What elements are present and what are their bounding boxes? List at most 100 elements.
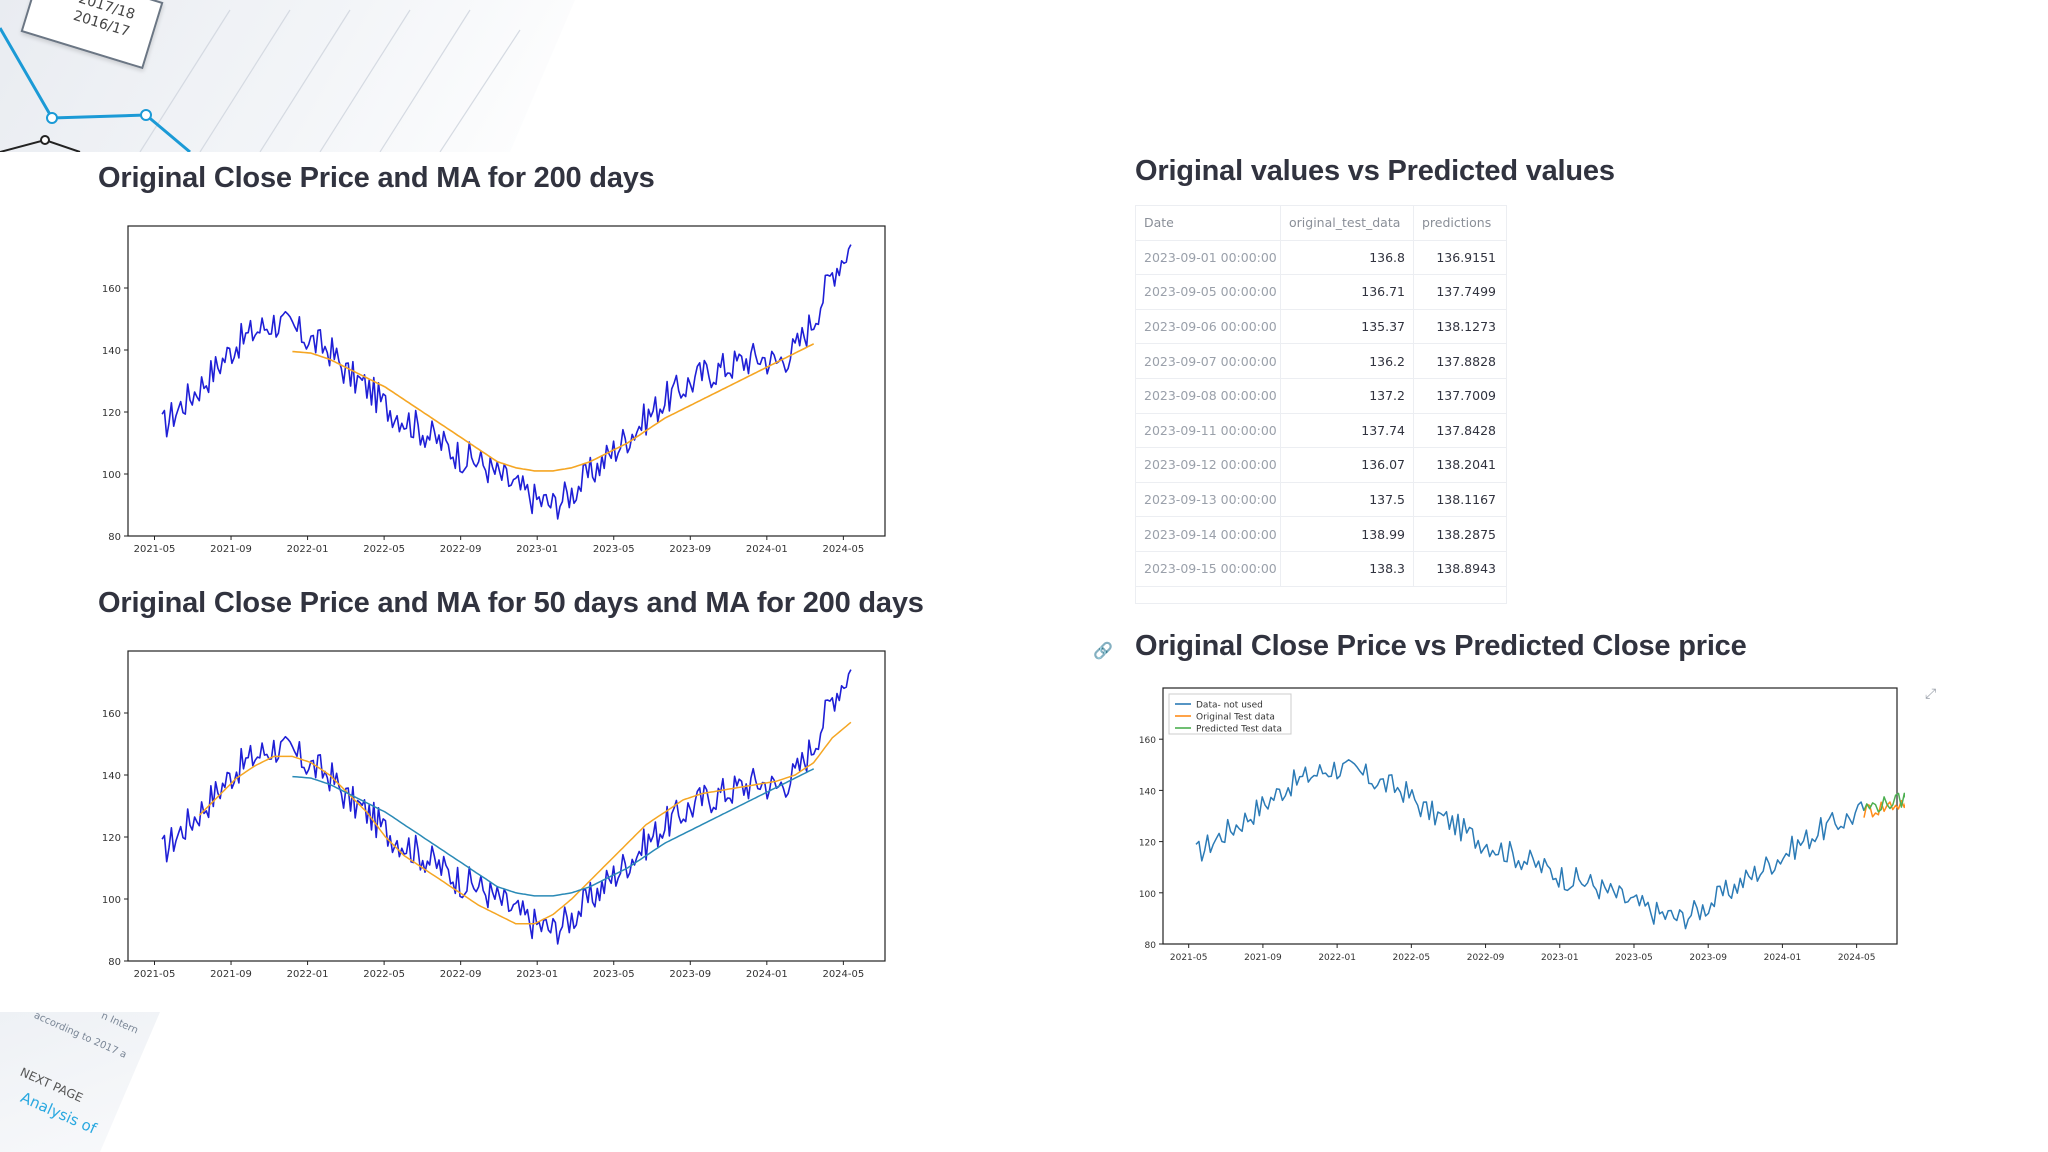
legend-label: Original Test data (1196, 713, 1275, 723)
series-line-1 (292, 343, 815, 472)
section-title-ma50-ma200: Original Close Price and MA for 50 days … (98, 587, 924, 619)
expand-icon[interactable]: ⤢ (1925, 686, 1937, 702)
cell-date: 2023-09-01 00:00:00 (1136, 240, 1281, 275)
y-tick-label: 160 (1139, 736, 1156, 746)
x-tick-label: 2023-09 (669, 969, 711, 980)
cell-prediction: 137.7499 (1436, 284, 1496, 300)
table-header: Date original_test_data predictions (1136, 206, 1506, 241)
cell-prediction: 137.8428 (1436, 422, 1496, 438)
x-tick-label: 2023-01 (516, 544, 558, 555)
table-row[interactable]: 2023-09-05 00:00:00 136.71 137.7499 (1136, 275, 1506, 310)
table-row[interactable]: 2023-09-13 00:00:00 137.5 138.1167 (1136, 482, 1506, 518)
x-tick-label: 2022-09 (1467, 953, 1505, 963)
table-row[interactable]: 2023-09-12 00:00:00 136.07 138.2041 (1136, 448, 1506, 483)
x-tick-label: 2022-05 (363, 544, 405, 555)
x-tick-label: 2021-05 (134, 544, 176, 555)
chart-ma50-ma200: 80 100 120 140 160 2021-05 2021-09 2022-01 2022-… (95, 647, 895, 983)
cell-date: 2023-09-11 00:00:00 (1136, 413, 1281, 448)
x-tick-label: 2023-09 (669, 544, 711, 555)
y-tick-label: 80 (108, 957, 121, 968)
x-tick-label: 2022-05 (1393, 953, 1431, 963)
cell-original: 137.2 (1281, 378, 1414, 413)
legend-label: Data- not used (1196, 701, 1263, 711)
table-row[interactable]: 2023-09-15 00:00:00 138.3 138.8943 (1136, 551, 1506, 587)
cell-prediction: 138.8943 (1436, 561, 1496, 577)
x-tick-label: 2024-05 (822, 544, 864, 555)
table-row[interactable]: 2023-09-01 00:00:00 136.8 136.9151 (1136, 240, 1506, 276)
cell-date: 2023-09-15 00:00:00 (1136, 551, 1281, 586)
x-tick-label: 2023-05 (593, 544, 635, 555)
cell-date: 2023-09-05 00:00:00 (1136, 275, 1281, 309)
y-tick-label: 100 (1139, 890, 1156, 900)
link-icon[interactable]: 🔗 (1093, 641, 1113, 660)
header-original[interactable]: original_test_data (1281, 206, 1414, 240)
chart-ma200: 80 100 120 140 160 2021-05 2021-09 2022-01 2022-… (95, 222, 895, 558)
x-tick-label: 2023-01 (1541, 953, 1579, 963)
x-tick-label: 2022-05 (363, 969, 405, 980)
cell-date: 2023-09-08 00:00:00 (1136, 378, 1281, 413)
series-line-1 (198, 721, 852, 925)
table-row[interactable]: 2023-09-14 00:00:00 138.99 138.2875 (1136, 517, 1506, 552)
plot-frame (127, 650, 886, 962)
x-tick-label: 2023-01 (516, 969, 558, 980)
y-tick-label: 160 (102, 284, 121, 295)
cell-original: 138.3 (1281, 551, 1414, 586)
series-line-0 (161, 669, 852, 945)
x-tick-label: 2021-09 (1244, 953, 1282, 963)
series-line-0 (161, 244, 852, 520)
cell-prediction: 137.8828 (1436, 353, 1496, 369)
y-tick-label: 120 (102, 408, 121, 419)
cell-original: 136.2 (1281, 344, 1414, 378)
series-line-1 (1863, 799, 1905, 818)
cell-prediction: 137.7009 (1436, 388, 1496, 404)
series-line-2 (1863, 792, 1905, 813)
x-tick-label: 2024-01 (746, 969, 788, 980)
cell-original: 135.37 (1281, 309, 1414, 344)
series-line-0 (1195, 759, 1865, 930)
cell-date: 2023-09-07 00:00:00 (1136, 344, 1281, 378)
cell-original: 136.8 (1281, 240, 1414, 275)
cell-original: 137.74 (1281, 413, 1414, 448)
chart-orig-vs-pred: 80 100 120 140 160 2021-05 2021-09 2022-01 2022-… (1125, 680, 1905, 970)
y-tick-label: 120 (1139, 839, 1156, 849)
x-tick-label: 2024-01 (746, 544, 788, 555)
cell-date: 2023-09-06 00:00:00 (1136, 309, 1281, 344)
decorative-footer-image: according to 2017 a n Intern NEXT PAGE A… (0, 1012, 160, 1152)
x-tick-label: 2024-05 (1838, 953, 1876, 963)
decorative-chart-graphic (0, 9, 521, 152)
decorative-header-image: 2017/18 2016/17 (0, 0, 575, 152)
x-tick-label: 2022-01 (1318, 953, 1356, 963)
y-tick-label: 120 (102, 833, 121, 844)
cell-date: 2023-09-13 00:00:00 (1136, 482, 1281, 517)
chart-ma200-svg: 80 100 120 140 160 2021-05 2021-09 2022-01 2022-… (102, 225, 886, 555)
plot-frame (127, 225, 886, 537)
table-row[interactable]: 2023-09-07 00:00:00 136.2 137.8828 (1136, 344, 1506, 379)
header-predictions[interactable]: predictions (1422, 215, 1492, 231)
x-tick-label: 2024-01 (1764, 953, 1802, 963)
cell-original: 137.5 (1281, 482, 1414, 517)
series-line-2 (292, 768, 815, 897)
cell-date: 2023-09-14 00:00:00 (1136, 517, 1281, 551)
table-row[interactable]: 2023-09-08 00:00:00 137.2 137.7009 (1136, 378, 1506, 414)
table-row[interactable]: 2023-09-06 00:00:00 135.37 138.1273 (1136, 309, 1506, 345)
x-tick-label: 2021-09 (210, 544, 252, 555)
x-tick-label: 2022-01 (287, 969, 329, 980)
cell-prediction: 138.2875 (1436, 526, 1496, 542)
x-tick-label: 2021-05 (134, 969, 176, 980)
x-tick-label: 2022-09 (440, 969, 482, 980)
y-tick-label: 140 (102, 771, 121, 782)
x-tick-label: 2021-05 (1170, 953, 1208, 963)
faint-text-2: n Intern (99, 1012, 140, 1037)
section-title-close-vs-pred: Original Close Price vs Predicted Close … (1135, 630, 1747, 662)
cell-original: 136.71 (1281, 275, 1414, 309)
y-tick-label: 100 (102, 895, 121, 906)
x-tick-label: 2023-05 (1615, 953, 1653, 963)
cell-date: 2023-09-12 00:00:00 (1136, 448, 1281, 482)
y-tick-label: 80 (108, 532, 121, 543)
header-date[interactable]: Date (1136, 206, 1281, 240)
table-row[interactable]: 2023-09-11 00:00:00 137.74 137.8428 (1136, 413, 1506, 449)
x-tick-label: 2024-05 (822, 969, 864, 980)
x-tick-label: 2022-09 (440, 544, 482, 555)
chart-ma50-ma200-svg: 80 100 120 140 160 2021-05 2021-09 2022-01 2022-… (102, 650, 886, 980)
predictions-table[interactable]: Date original_test_data predictions 2023… (1135, 205, 1507, 604)
